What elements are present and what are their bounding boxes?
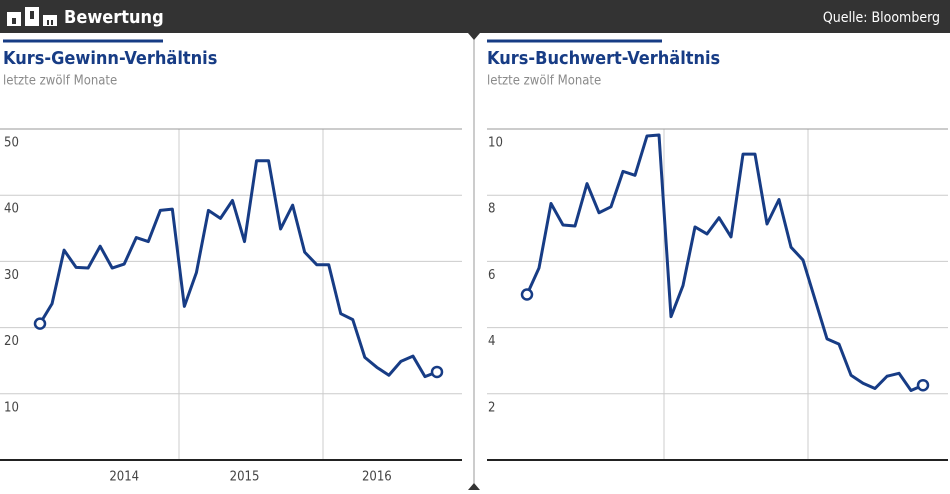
- end-marker: [916, 378, 930, 392]
- y-tick-label: 6: [488, 268, 495, 283]
- chart-subtitle: letzte zwölf Monate: [487, 74, 601, 89]
- y-tick-label: 10: [4, 400, 19, 415]
- header-bar: [0, 0, 950, 33]
- y-tick-label: 40: [4, 202, 19, 217]
- end-marker: [430, 365, 444, 379]
- y-tick-label: 8: [488, 202, 495, 217]
- divider-arrow: [468, 33, 480, 40]
- y-tick-label: 30: [4, 268, 19, 283]
- chart-subtitle: letzte zwölf Monate: [3, 74, 117, 89]
- x-tick-label: 2014: [109, 470, 139, 485]
- y-tick-label: 10: [488, 136, 503, 151]
- header-source: Quelle: Bloomberg: [823, 10, 940, 26]
- data-line: [525, 133, 924, 392]
- y-tick-label: 50: [4, 136, 19, 151]
- x-tick-label: 2015: [230, 470, 260, 485]
- y-tick-label: 20: [4, 334, 19, 349]
- end-marker: [520, 288, 534, 301]
- data-line: [38, 159, 438, 379]
- y-tick-label: 2: [488, 400, 495, 415]
- header-title: Bewertung: [64, 7, 164, 28]
- x-tick-label: 2016: [362, 470, 392, 485]
- end-marker: [33, 317, 47, 330]
- divider-arrow: [468, 483, 480, 490]
- chart-title: Kurs-Buchwert-Verhältnis: [487, 48, 720, 69]
- y-tick-label: 4: [488, 334, 495, 349]
- chart-title: Kurs-Gewinn-Verhältnis: [3, 48, 217, 69]
